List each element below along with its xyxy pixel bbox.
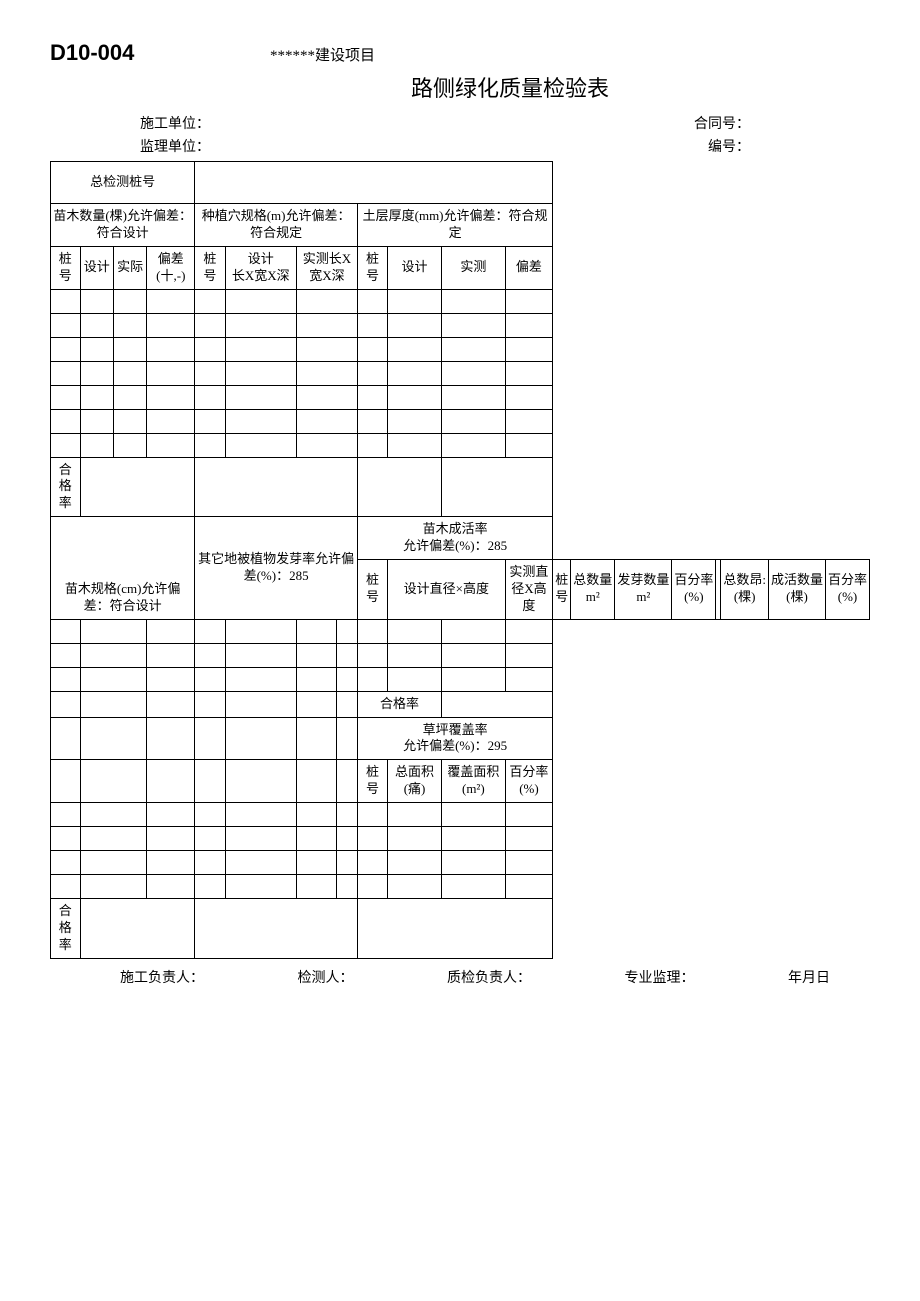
g6-col2: 总数昂: (棵) <box>721 560 769 620</box>
group6-header: 苗木成活率 允许偏差(%)：285 <box>357 517 552 560</box>
g1-col2: 设计 <box>80 246 113 289</box>
group7-header: 草坪覆盖率 允许偏差(%)：295 <box>357 717 552 760</box>
g7-col1: 桩号 <box>357 760 387 803</box>
g1-col1: 桩号 <box>51 246 81 289</box>
project-label: ******建设项目 <box>270 44 375 65</box>
g2-col1: 桩号 <box>195 246 225 289</box>
supervision-unit: 监理单位： <box>140 136 210 156</box>
qc-manager: 质检负责人： <box>447 967 531 987</box>
g4-col1: 桩号 <box>357 560 387 620</box>
pass-rate-label-1: 合格率 <box>51 457 81 517</box>
group3-header: 土层厚度(mm)允许偏差：符合规定 <box>357 204 552 247</box>
contract-no: 合同号： <box>694 113 750 133</box>
g1-col4: 偏差(十,-) <box>147 246 195 289</box>
g7-col4: 百分率 (%) <box>505 760 553 803</box>
g5-col2: 总数量 m² <box>571 560 615 620</box>
total-station-label: 总检测桩号 <box>51 162 195 204</box>
group1-header: 苗木数量(棵)允许偏差：符合设计 <box>51 204 195 247</box>
g3-col1: 桩号 <box>357 246 387 289</box>
page-title: 路侧绿化质量检验表 <box>150 71 870 103</box>
group2-header: 种植穴规格(m)允许偏差：符合规定 <box>195 204 358 247</box>
total-station-value <box>195 162 553 204</box>
g2-col2: 设计 长X宽X深 <box>225 246 297 289</box>
g3-col2: 设计 <box>388 246 442 289</box>
g5-col1: 桩号 <box>553 560 571 620</box>
g4-col3: 实测直径X高度 <box>505 560 553 620</box>
doc-no: 编号： <box>708 136 750 156</box>
construction-unit: 施工单位： <box>140 113 210 133</box>
date: 年月日 <box>788 967 830 987</box>
g2-col3: 实测长X宽X深 <box>297 246 358 289</box>
pass-rate-mid: 合格率 <box>357 691 441 717</box>
group5-header: 其它地被植物发芽率允许偏差(%)：285 <box>195 517 358 619</box>
footer: 施工负责人： 检测人： 质检负责人： 专业监理： 年月日 <box>50 959 870 987</box>
group4-header: 苗木规格(cm)允许偏差：符合设计 <box>51 517 195 619</box>
g6-col4: 百分率 (%) <box>825 560 869 620</box>
inspector: 检测人： <box>298 967 354 987</box>
g1-col3: 实际 <box>113 246 146 289</box>
g3-col4: 偏差 <box>505 246 553 289</box>
supervisor: 专业监理： <box>625 967 695 987</box>
g4-col2: 设计直径×高度 <box>388 560 506 620</box>
g3-col3: 实测 <box>442 246 506 289</box>
pass-rate-label-2: 合格率 <box>51 899 81 959</box>
g5-col4: 百分率 (%) <box>672 560 716 620</box>
g6-col3: 成活数量 (棵) <box>768 560 825 620</box>
inspection-table: 总检测桩号 苗木数量(棵)允许偏差：符合设计 种植穴规格(m)允许偏差：符合规定… <box>50 161 870 959</box>
construction-manager: 施工负责人： <box>120 967 204 987</box>
g5-col3: 发芽数量 m² <box>615 560 672 620</box>
g7-col2: 总面积 (痛) <box>388 760 442 803</box>
form-code: D10-004 <box>50 40 250 66</box>
table-cell <box>51 289 81 313</box>
g7-col3: 覆盖面积 (m²) <box>442 760 506 803</box>
